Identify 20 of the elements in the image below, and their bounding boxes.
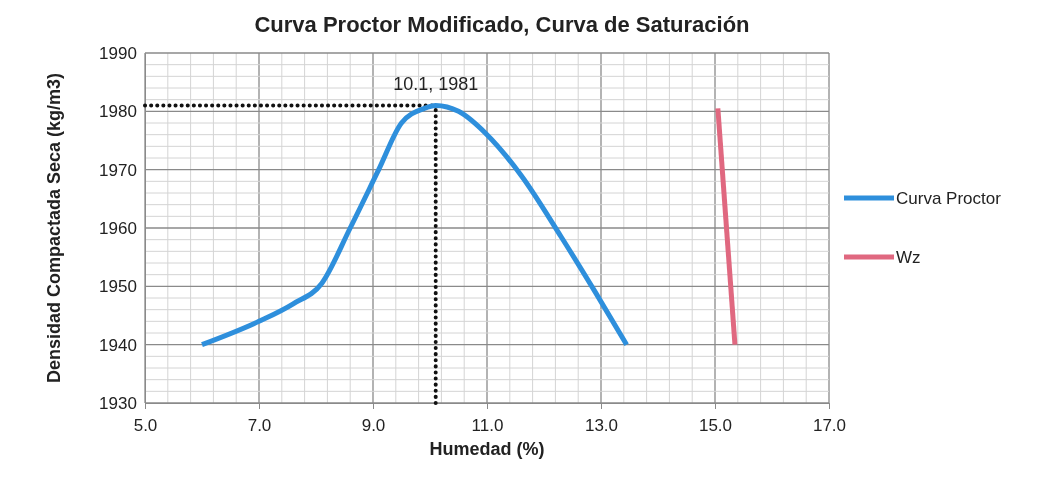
y-tick-label: 1990 [99,43,137,63]
chart-title: Curva Proctor Modificado, Curva de Saturación [254,12,750,37]
y-tick-label: 1970 [99,160,137,180]
y-axis-title: Densidad Compactada Seca (kg/m3) [44,72,64,384]
x-tick-label: 5.0 [133,415,158,435]
x-tick-label: 9.0 [361,415,386,435]
y-tick-label: 1940 [99,335,137,355]
y-tick-label: 1950 [99,277,137,297]
y-tick-label: 1960 [99,218,137,238]
x-tick-label: 13.0 [584,415,619,435]
x-tick-label: 15.0 [698,415,733,435]
legend-label: Wz [896,247,921,267]
x-tick-label: 7.0 [247,415,272,435]
y-tick-label: 1980 [99,102,137,122]
annotation: 10.1, 1981 [393,73,479,94]
x-tick-label: 17.0 [812,415,847,435]
x-tick-label: 11.0 [471,415,504,435]
y-tick-label: 1930 [99,393,137,413]
legend-label: Curva Proctor [896,188,1002,208]
x-axis-title: Humedad (%) [429,439,545,459]
